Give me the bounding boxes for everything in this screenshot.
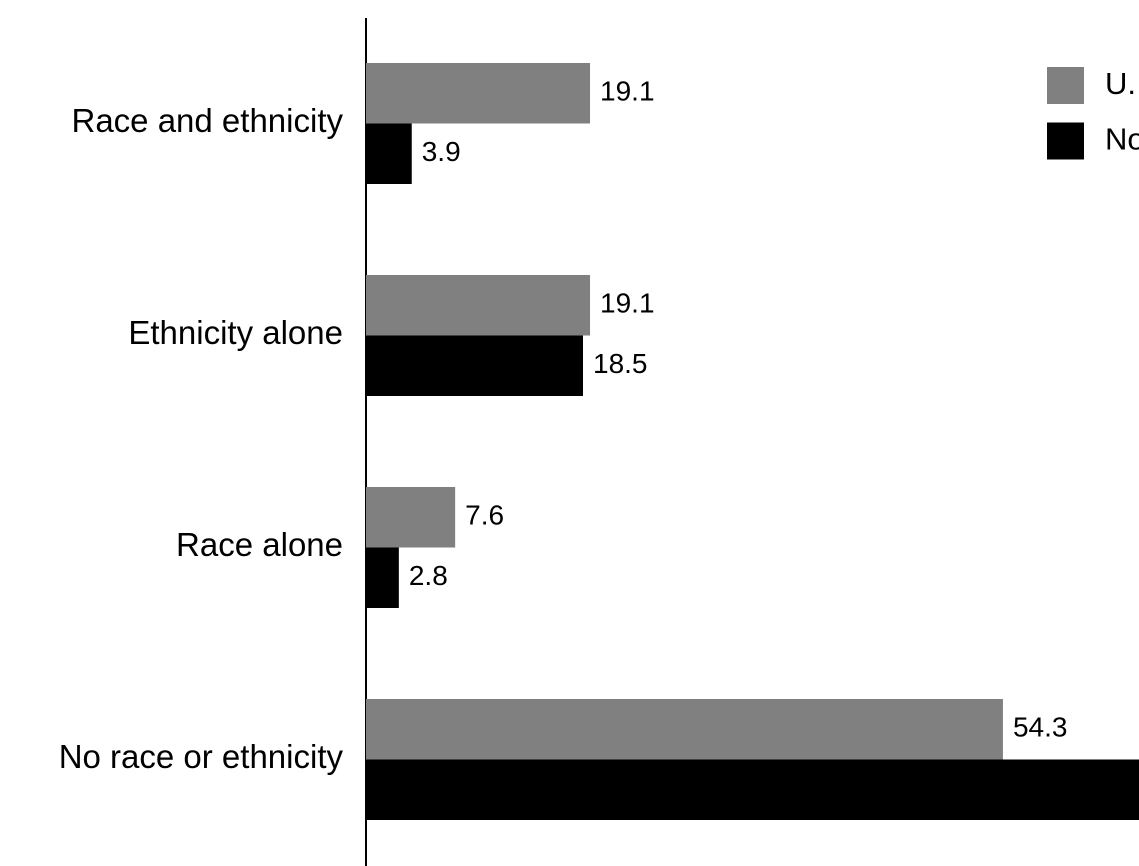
legend-swatch [1047, 122, 1084, 160]
value-label: 2.8 [409, 560, 448, 591]
bar [366, 759, 1139, 820]
bar [366, 335, 584, 396]
bar [366, 699, 1003, 760]
legend-label: U. [1105, 66, 1136, 101]
bar [366, 487, 456, 548]
legend-swatch [1047, 67, 1084, 104]
bar [366, 547, 399, 608]
value-label: 54.3 [1013, 712, 1067, 743]
y-tick-label: No race or ethnicity [59, 738, 344, 775]
y-tick-label: Ethnicity alone [128, 314, 343, 351]
value-label: 18.5 [593, 348, 648, 379]
y-tick-label: Race and ethnicity [72, 102, 344, 139]
value-label: 3.9 [422, 136, 461, 167]
value-label: 19.1 [600, 76, 655, 107]
value-label: 19.1 [600, 288, 655, 319]
bar [366, 63, 591, 124]
bar [366, 275, 591, 336]
value-label: 7.6 [465, 500, 504, 531]
y-tick-label: Race alone [176, 526, 343, 563]
bar [366, 123, 412, 184]
legend-label: No [1105, 122, 1139, 157]
